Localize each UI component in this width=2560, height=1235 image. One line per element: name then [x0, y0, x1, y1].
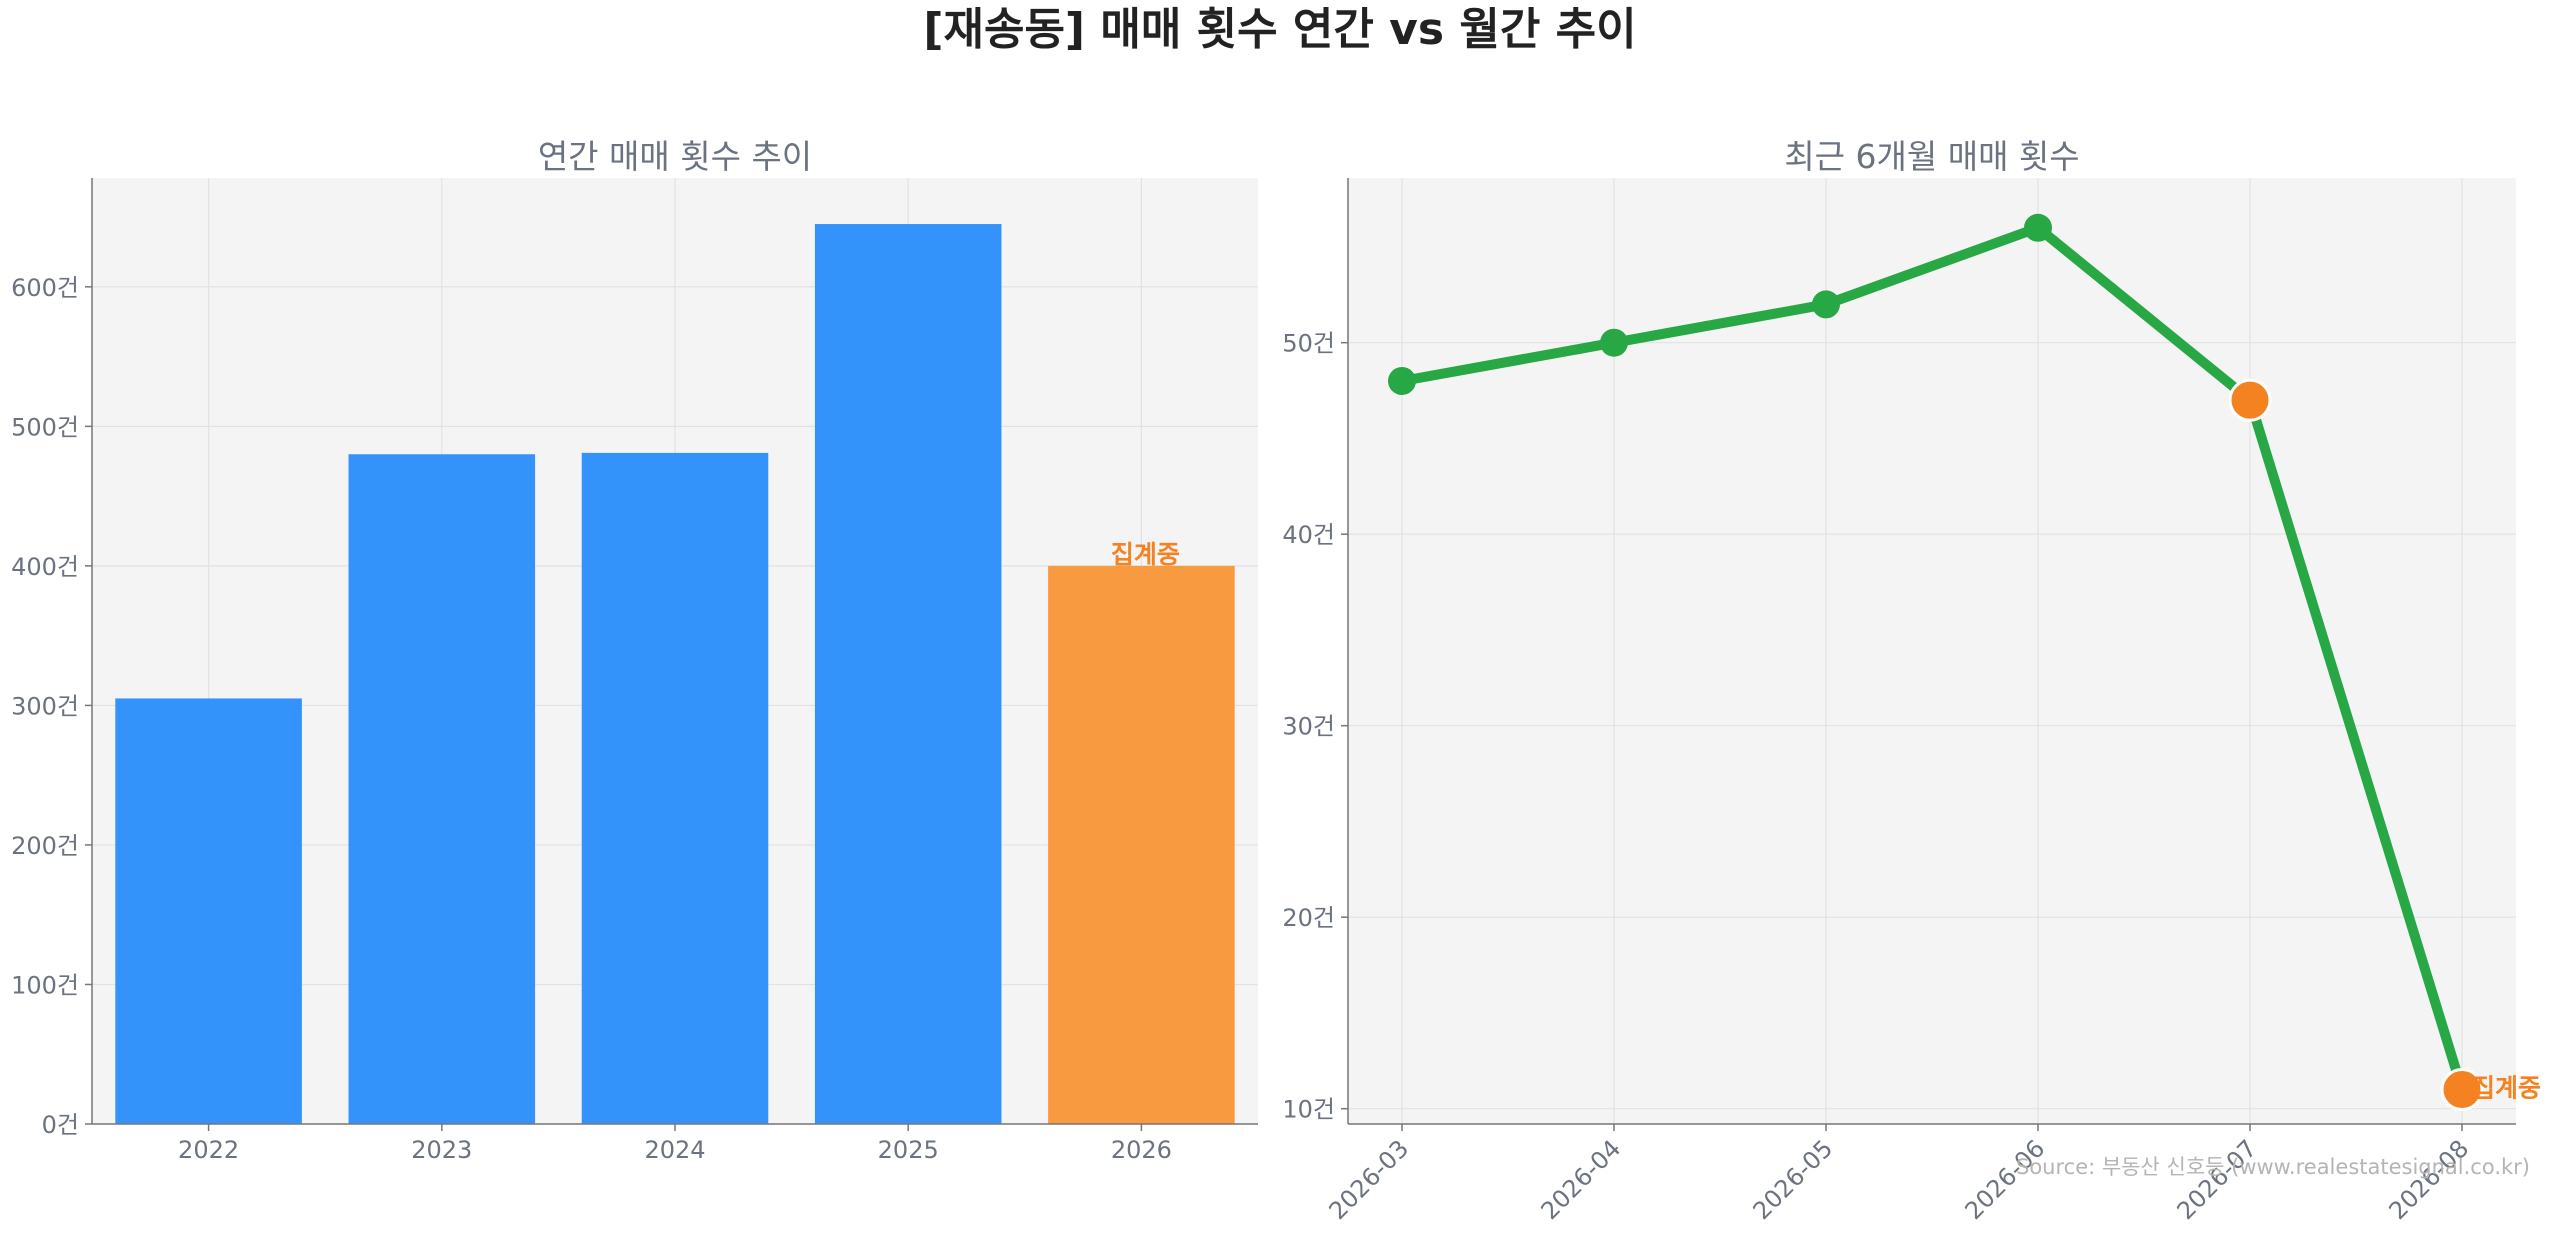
line-plot-area: [1348, 178, 2516, 1124]
line-chart-title: 최근 6개월 매매 횟수: [1784, 137, 2079, 176]
bar-2023: [348, 454, 536, 1124]
line-y-tick-label: 30건: [1282, 713, 1335, 741]
annual-bar-chart: 집계중 0건 100건 200건 300건 400건 500건 600건 2022 2023 20…: [11, 137, 1258, 1164]
point-2026-05: [1812, 290, 1840, 319]
bar-marks: 집계중: [115, 224, 1235, 1124]
bar-y-tick-label: 500건: [11, 413, 79, 441]
bar-x-tick-label: 2023: [411, 1136, 472, 1164]
main-title: [재송동] 매매 횟수 연간 vs 월간 추이: [923, 4, 1637, 55]
bar-partial-label: 집계중: [1111, 540, 1180, 569]
bar-x-tick-label: 2025: [878, 1136, 939, 1164]
line-x-tick-label: 2026-07: [2172, 1134, 2263, 1225]
point-2026-07-partial: [2228, 378, 2272, 422]
bar-2025: [814, 224, 1002, 1124]
bar-chart-title: 연간 매매 횟수 추이: [538, 137, 812, 176]
source-note: Source: 부동산 신호등 (www.realestatesignal.co…: [2016, 1155, 2530, 1179]
point-2026-04: [1600, 328, 1628, 357]
bar-x-tick-label: 2022: [178, 1136, 239, 1164]
bar-y-tick-label: 300건: [11, 692, 79, 720]
point-2026-03: [1388, 366, 1416, 395]
bar-2024: [581, 452, 769, 1124]
bar-x-tick-label: 2026: [1111, 1136, 1172, 1164]
line-x-tick-label: 2026-03: [1324, 1134, 1415, 1225]
point-2026-08-partial: [2440, 1068, 2484, 1112]
line-y-tick-label: 20건: [1282, 904, 1335, 932]
line-x-tick-label: 2026-04: [1536, 1134, 1627, 1225]
line-marks: 집계중: [1388, 213, 2541, 1112]
bar-x-tick-label: 2024: [644, 1136, 705, 1164]
line-y-tick-label: 10건: [1282, 1096, 1335, 1124]
monthly-line-chart: 집계중 10건 20건 30건 40건 50건 2026-03 2026-04 2026-05…: [1282, 137, 2541, 1225]
bar-y-tick-label: 600건: [11, 274, 79, 302]
monthly-series-line: [1397, 222, 2467, 1095]
bar-y-tick-label: 400건: [11, 553, 79, 581]
line-x-tick-label: 2026-08: [2384, 1134, 2475, 1225]
line-x-tick-label: 2026-05: [1748, 1134, 1839, 1225]
bar-axes: 0건 100건 200건 300건 400건 500건 600건 2022 2023 2024 20…: [11, 178, 1258, 1164]
point-2026-06: [2024, 213, 2052, 242]
line-partial-label: 집계중: [2472, 1074, 2541, 1103]
bar-y-tick-label: 100건: [11, 971, 79, 999]
bar-2022: [115, 698, 302, 1124]
line-x-tick-label: 2026-06: [1960, 1134, 2051, 1225]
bar-y-tick-label: 200건: [11, 832, 79, 860]
line-y-tick-label: 40건: [1282, 521, 1335, 549]
bar-y-tick-label: 0건: [42, 1111, 79, 1139]
bar-2026-partial: [1048, 565, 1235, 1124]
line-y-tick-label: 50건: [1282, 330, 1335, 358]
